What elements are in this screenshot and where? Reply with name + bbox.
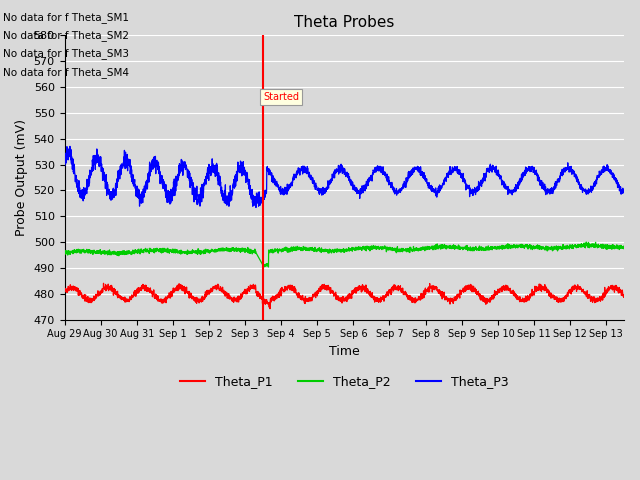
- Text: No data for f Theta_SM4: No data for f Theta_SM4: [3, 67, 129, 78]
- Title: Theta Probes: Theta Probes: [294, 15, 394, 30]
- Text: No data for f Theta_SM1: No data for f Theta_SM1: [3, 12, 129, 23]
- Y-axis label: Probe Output (mV): Probe Output (mV): [15, 119, 28, 236]
- X-axis label: Time: Time: [329, 345, 360, 358]
- Text: No data for f Theta_SM2: No data for f Theta_SM2: [3, 30, 129, 41]
- Text: Started: Started: [263, 92, 299, 102]
- Text: No data for f Theta_SM3: No data for f Theta_SM3: [3, 48, 129, 60]
- Legend: Theta_P1, Theta_P2, Theta_P3: Theta_P1, Theta_P2, Theta_P3: [175, 370, 513, 393]
